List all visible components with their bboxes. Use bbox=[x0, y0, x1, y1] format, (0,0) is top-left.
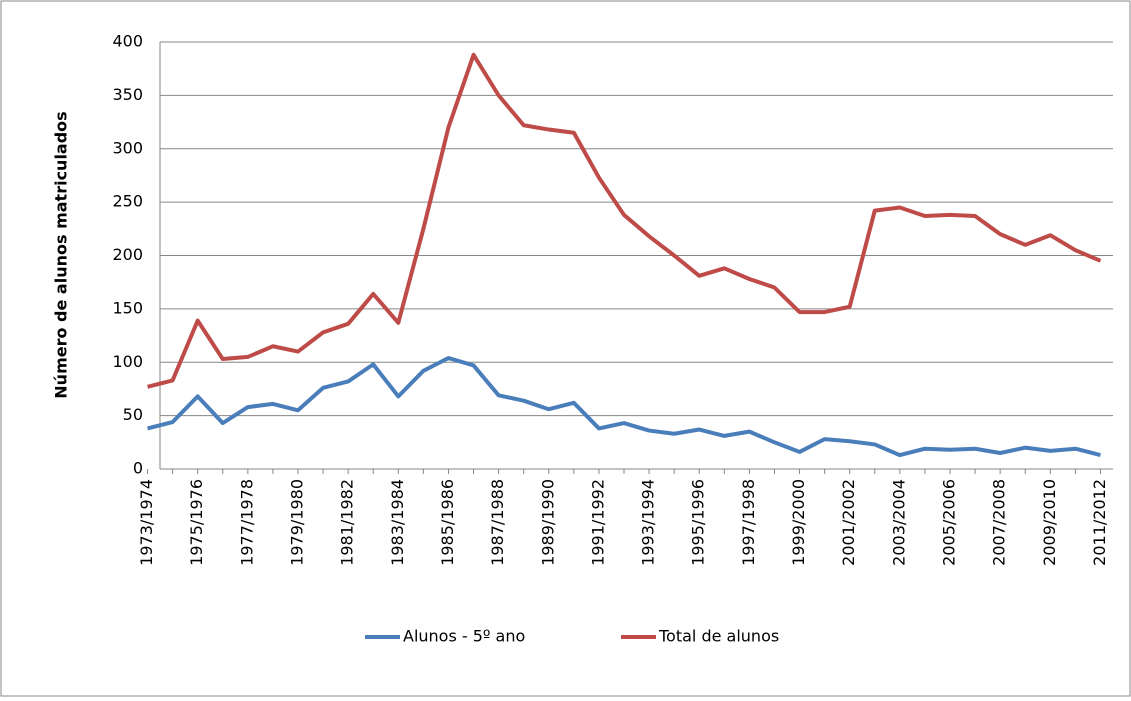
x-tick-label: 1973/1974 bbox=[137, 479, 156, 566]
y-tick-label: 150 bbox=[112, 298, 143, 317]
x-tick-label: 2011/2012 bbox=[1090, 479, 1109, 566]
y-tick-label: 200 bbox=[112, 245, 143, 264]
x-tick-label: 2009/2010 bbox=[1040, 479, 1059, 566]
x-tick-label: 1985/1986 bbox=[438, 479, 457, 566]
y-tick-label: 350 bbox=[112, 85, 143, 104]
x-tick-label: 1993/1994 bbox=[639, 479, 658, 566]
x-tick-label: 1995/1996 bbox=[689, 479, 708, 566]
series-line bbox=[147, 355, 1101, 458]
y-tick-label: 300 bbox=[112, 138, 143, 157]
y-tick-label: 250 bbox=[112, 192, 143, 211]
x-tick-label: 2007/2008 bbox=[990, 479, 1009, 566]
x-tick-label: 1979/1980 bbox=[288, 479, 307, 566]
y-tick-label: 0 bbox=[133, 459, 143, 478]
legend-label: Alunos - 5º ano bbox=[403, 627, 525, 646]
x-tick-label: 1977/1978 bbox=[237, 479, 256, 566]
x-tick-label: 1983/1984 bbox=[388, 479, 407, 566]
x-tick-label: 1987/1988 bbox=[488, 479, 507, 566]
x-tick-label: 1999/2000 bbox=[789, 479, 808, 566]
x-tick-label: 2001/2002 bbox=[839, 479, 858, 566]
y-tick-label: 50 bbox=[123, 405, 143, 424]
x-tick-label: 1981/1982 bbox=[338, 479, 357, 566]
x-tick-label: 1997/1998 bbox=[739, 479, 758, 566]
x-tick-label: 1989/1990 bbox=[538, 479, 557, 566]
legend-label: Total de alunos bbox=[658, 627, 779, 646]
y-tick-label: 100 bbox=[112, 352, 143, 371]
x-tick-label: 1991/1992 bbox=[588, 479, 607, 566]
y-axis-title: Número de alunos matriculados bbox=[52, 111, 71, 398]
y-tick-label: 400 bbox=[112, 32, 143, 51]
x-tick-label: 2003/2004 bbox=[889, 479, 908, 566]
series-line bbox=[147, 52, 1102, 389]
x-tick-label: 1975/1976 bbox=[187, 479, 206, 566]
x-tick-label: 2005/2006 bbox=[940, 479, 959, 566]
